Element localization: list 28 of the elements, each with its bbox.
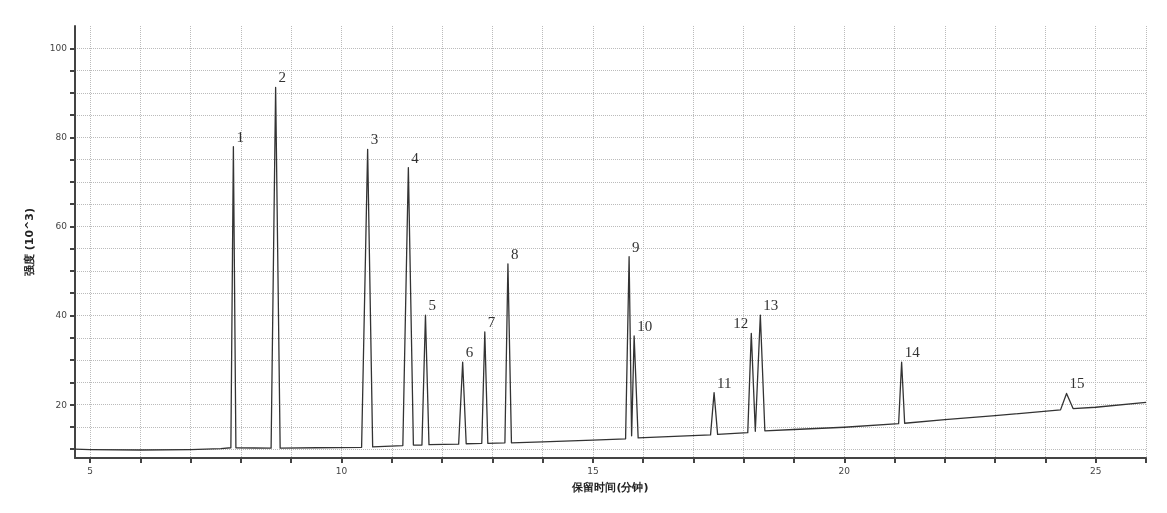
- line-series: [74, 86, 1147, 451]
- x-axis-title: 保留时间(分钟): [571, 481, 649, 494]
- annotation: 14: [904, 344, 921, 361]
- x-tick-label: 15: [587, 465, 599, 476]
- y-axis-title: 强度 (10^3): [23, 207, 36, 277]
- y-tick-label: 60: [55, 221, 68, 232]
- x-tick-label: 25: [1089, 465, 1102, 476]
- x-tick-label: 10: [335, 465, 348, 476]
- annotation: 5: [428, 297, 436, 314]
- y-tick-label: 20: [55, 399, 68, 410]
- annotation: 15: [1069, 375, 1085, 392]
- annotation: 4: [411, 149, 420, 166]
- annotation: 2: [278, 69, 287, 86]
- annotation: 13: [763, 297, 779, 314]
- annotation: 8: [510, 245, 519, 262]
- x-tick-label: 5: [87, 465, 93, 476]
- annotation: 3: [370, 131, 379, 148]
- annotation: 12: [733, 315, 749, 332]
- annotation: 11: [717, 374, 732, 391]
- y-tick-label: 100: [49, 43, 68, 54]
- annotation: 10: [637, 317, 653, 334]
- annotation: 7: [487, 313, 496, 330]
- annotation: 6: [465, 344, 474, 361]
- y-tick-label: 80: [55, 132, 68, 143]
- annotation: 9: [632, 238, 640, 255]
- annotation: 1: [236, 128, 244, 145]
- y-tick-label: 40: [55, 310, 68, 321]
- x-tick-label: 20: [838, 465, 851, 476]
